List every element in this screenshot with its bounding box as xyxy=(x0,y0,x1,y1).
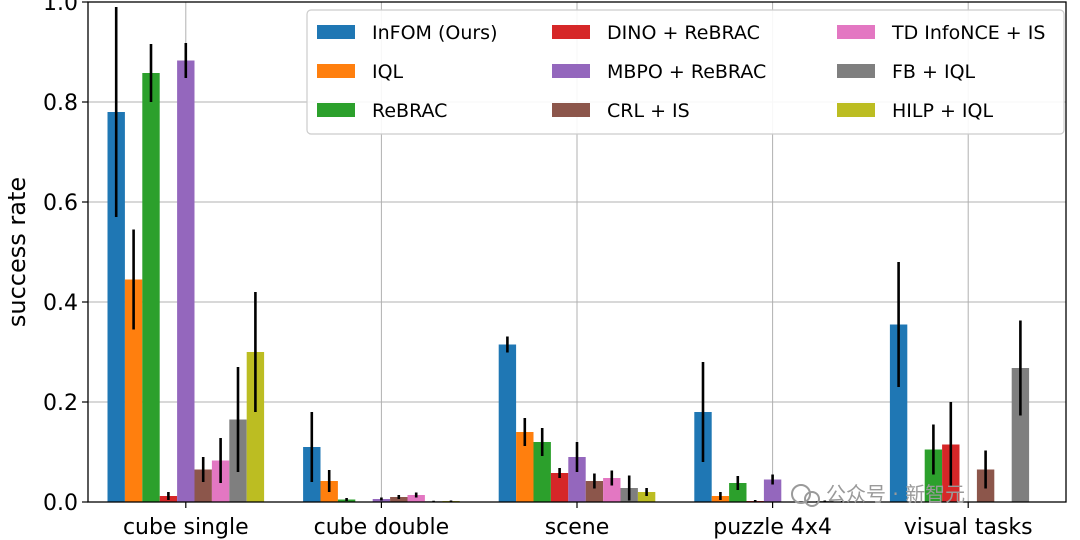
legend: InFOM (Ours) IQL ReBRAC DINO + ReBRAC MBPO +… xyxy=(306,9,1065,135)
legend-entry: HILP + IQL xyxy=(892,100,993,122)
bar xyxy=(550,473,569,502)
bar xyxy=(246,352,265,502)
bar xyxy=(107,112,125,502)
x-axis-ticks: cube single cube double scene puzzle 4x4 vis… xyxy=(123,502,1033,540)
x-tick-label: cube single xyxy=(123,515,249,540)
x-tick-label: visual tasks xyxy=(904,515,1033,540)
bar xyxy=(924,449,943,502)
wechat-icon-inner xyxy=(804,491,820,507)
bar xyxy=(603,478,621,502)
bar xyxy=(194,469,212,502)
legend-entry: TD InfoNCE + IS xyxy=(891,22,1045,44)
legend-entry: InFOM (Ours) xyxy=(372,22,498,44)
legend-swatch xyxy=(317,103,355,117)
legend-swatch xyxy=(317,25,355,39)
legend-swatch xyxy=(837,64,875,78)
bar xyxy=(533,442,551,502)
bar xyxy=(763,479,782,502)
legend-entry: IQL xyxy=(372,61,404,83)
legend-swatch xyxy=(837,25,875,39)
error-bars xyxy=(114,7,1022,502)
legend-entry: FB + IQL xyxy=(892,61,976,83)
y-axis-label: success rate xyxy=(3,177,31,327)
bars xyxy=(107,60,1030,502)
y-tick-label: 0.4 xyxy=(43,291,78,316)
legend-entry: ReBRAC xyxy=(372,100,447,122)
legend-swatch xyxy=(552,103,590,117)
y-tick-label: 0.8 xyxy=(43,91,78,116)
legend-swatch xyxy=(552,25,590,39)
wechat-icon xyxy=(791,484,811,504)
bar xyxy=(124,279,143,502)
legend-swatch xyxy=(552,64,590,78)
y-tick-label: 0.0 xyxy=(43,491,78,516)
x-tick-label: puzzle 4x4 xyxy=(713,515,832,540)
bar xyxy=(177,60,195,502)
bar xyxy=(568,457,586,502)
bar xyxy=(142,73,160,502)
y-axis-ticks: 0.0 0.2 0.4 0.6 0.8 1.0 xyxy=(43,0,88,516)
bar xyxy=(407,495,425,502)
bar xyxy=(516,432,534,502)
bar xyxy=(585,481,604,502)
legend-entry: DINO + ReBRAC xyxy=(607,22,760,44)
bar xyxy=(889,324,908,502)
y-tick-label: 0.2 xyxy=(43,391,78,416)
y-tick-label: 0.6 xyxy=(43,191,78,216)
watermark-text: 公众号 · 新智元 xyxy=(826,482,965,506)
legend-swatch xyxy=(317,64,355,78)
x-tick-label: scene xyxy=(545,515,610,540)
legend-swatch xyxy=(837,103,875,117)
watermark: 公众号 · 新智元 xyxy=(791,482,965,507)
bar xyxy=(498,344,517,502)
bar xyxy=(1011,368,1030,502)
legend-entry: CRL + IS xyxy=(607,100,690,122)
bar xyxy=(390,497,408,502)
bar xyxy=(729,483,747,502)
x-tick-label: cube double xyxy=(314,515,450,540)
bar xyxy=(637,492,656,502)
legend-entry: MBPO + ReBRAC xyxy=(607,61,766,83)
y-tick-label: 1.0 xyxy=(43,0,78,16)
